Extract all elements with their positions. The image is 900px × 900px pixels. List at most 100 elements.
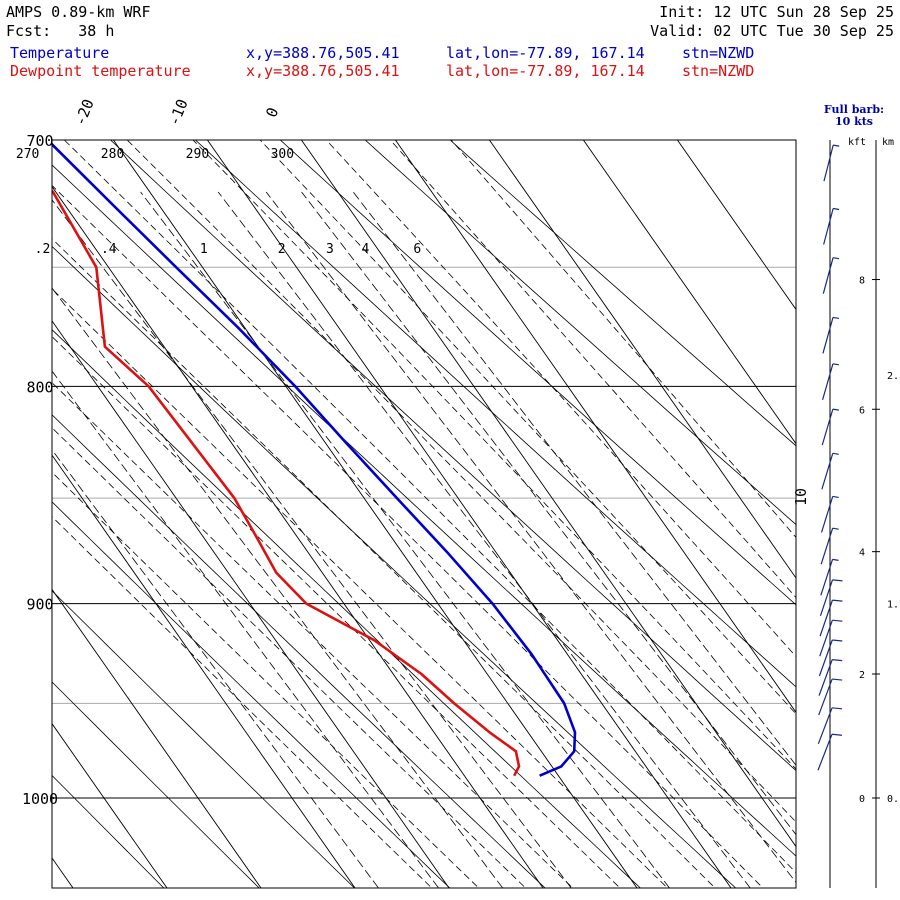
wind-barb-staff bbox=[818, 639, 833, 677]
wind-barb-flag bbox=[832, 659, 843, 662]
wind-barb-staff bbox=[822, 257, 834, 294]
chart-series bbox=[52, 142, 577, 777]
moist-adiabat bbox=[52, 288, 668, 888]
dry-adiabat bbox=[52, 414, 546, 888]
temperature-profile-line bbox=[52, 142, 577, 777]
temperature-tick-label: -20 bbox=[71, 96, 98, 128]
wind-legend-speed: 10 kts bbox=[835, 115, 873, 128]
dry-adiabat bbox=[52, 774, 165, 888]
wind-barb-flag bbox=[832, 316, 840, 320]
wind-barb-staff bbox=[820, 496, 834, 533]
temperature-tick-label: 0 bbox=[262, 105, 282, 120]
temperature-legend-label: Temperature bbox=[10, 44, 110, 62]
dry-adiabat bbox=[52, 590, 356, 888]
mixing-ratio-label: 4 bbox=[362, 242, 370, 257]
km-tick-label: 0. bbox=[887, 794, 899, 805]
moist-adiabat bbox=[52, 184, 764, 888]
km-tick-label: 2. bbox=[887, 371, 899, 382]
dry-adiabat bbox=[194, 140, 796, 688]
wind-barb-staff bbox=[819, 619, 833, 657]
wind-barb-staff bbox=[822, 317, 834, 354]
mixing-ratio-line bbox=[217, 191, 751, 888]
wind-barb-flag bbox=[832, 558, 839, 561]
mixing-ratio-label: 2 bbox=[278, 242, 286, 257]
mixing-ratio-label: 1 bbox=[200, 242, 208, 257]
wind-barb-flag bbox=[832, 527, 839, 530]
wind-barb-staff bbox=[823, 208, 834, 245]
isotherm-line bbox=[488, 140, 796, 579]
wind-barb-staff bbox=[823, 144, 834, 182]
wind-barb-flag bbox=[832, 257, 840, 260]
wind-barb-flag bbox=[833, 144, 840, 147]
moist-adiabat bbox=[450, 140, 796, 539]
wind-panel: Full barb:10 kts kft km 0 2 4 6 8 0. 1. 2. 10 bbox=[792, 103, 899, 888]
plot-frame bbox=[51, 139, 797, 889]
mixing-ratio-line bbox=[52, 199, 572, 888]
mixing-ratio-label: .2 bbox=[35, 242, 51, 257]
dry-adiabat bbox=[364, 140, 796, 526]
dewpoint-legend-label: Dewpoint temperature bbox=[10, 62, 191, 80]
wind-barb-flag bbox=[832, 599, 843, 602]
pressure-label: 700 bbox=[26, 132, 53, 150]
mixing-ratio-line bbox=[301, 191, 796, 836]
isotherm-line bbox=[0, 113, 15, 900]
kft-tick-label: 2 bbox=[859, 670, 865, 681]
isotherm-line bbox=[676, 140, 796, 311]
mixing-ratio-line bbox=[352, 191, 796, 766]
wind-barb-staff bbox=[817, 734, 833, 771]
temperature-latlon: lat,lon=-77.89, 167.14 bbox=[446, 44, 645, 62]
wind-barb-staff bbox=[821, 408, 834, 446]
wind-barb-staff bbox=[818, 659, 833, 696]
wind-barb-flag bbox=[832, 639, 843, 642]
mixing-ratio-line bbox=[265, 191, 796, 884]
dry-adiabat-label: 290 bbox=[186, 147, 209, 162]
isotherm-line bbox=[394, 140, 796, 714]
dewpoint-profile-line bbox=[52, 189, 521, 777]
wind-barb-flag bbox=[833, 207, 840, 211]
mixing-ratio-label: .4 bbox=[101, 242, 117, 257]
init-time: Init: 12 UTC Sun 28 Sep 25 bbox=[659, 3, 894, 21]
kft-tick-label: 0 bbox=[859, 794, 865, 805]
km-axis-label: km bbox=[882, 137, 894, 148]
moist-adiabat bbox=[52, 516, 433, 888]
wind-barb-staff bbox=[821, 453, 834, 490]
isotherm-line bbox=[582, 140, 796, 445]
moist-adiabat bbox=[325, 140, 796, 658]
dry-adiabat bbox=[52, 501, 451, 888]
forecast-hour: Fcst: 38 h bbox=[6, 22, 115, 40]
isotherm-line bbox=[52, 185, 544, 888]
pressure-label: 800 bbox=[26, 378, 53, 396]
isotherm-line bbox=[52, 722, 168, 888]
dry-adiabat bbox=[52, 245, 737, 888]
speed-annotation: 10 bbox=[792, 488, 810, 506]
wind-barb-flag bbox=[832, 408, 839, 411]
dry-adiabat bbox=[109, 140, 796, 772]
moist-adiabat bbox=[259, 140, 796, 715]
dry-adiabat-label: 270 bbox=[16, 147, 39, 162]
wind-legend-title: Full barb: bbox=[824, 103, 884, 116]
wind-barb-staff bbox=[817, 707, 833, 745]
dewpoint-latlon: lat,lon=-77.89, 167.14 bbox=[446, 62, 645, 80]
moist-adiabat bbox=[52, 238, 716, 888]
moist-adiabat bbox=[389, 140, 796, 599]
dewpoint-station: stn=NZWD bbox=[682, 62, 755, 80]
wind-barb-flag bbox=[832, 495, 839, 499]
wind-barb-staff bbox=[819, 599, 833, 637]
dewpoint-xy: x,y=388.76,505.41 bbox=[246, 62, 400, 80]
isotherm-line bbox=[112, 140, 638, 888]
mixing-ratio-line bbox=[140, 191, 671, 888]
dry-adiabat bbox=[279, 140, 796, 606]
isotherm-line bbox=[52, 320, 450, 888]
moist-adiabat bbox=[52, 336, 621, 888]
wind-barb-staff bbox=[818, 678, 833, 716]
dry-adiabat-label: 300 bbox=[271, 147, 294, 162]
isotherm-line bbox=[52, 588, 262, 888]
temperature-tick-label: -10 bbox=[165, 96, 192, 128]
kft-tick-label: 6 bbox=[859, 405, 865, 416]
model-title: AMPS 0.89-km WRF bbox=[6, 3, 151, 21]
wind-barb-staff bbox=[822, 363, 834, 401]
wind-barb-flag bbox=[832, 678, 843, 681]
km-tick-label: 1. bbox=[887, 600, 899, 611]
wind-barb-flag bbox=[832, 619, 843, 622]
